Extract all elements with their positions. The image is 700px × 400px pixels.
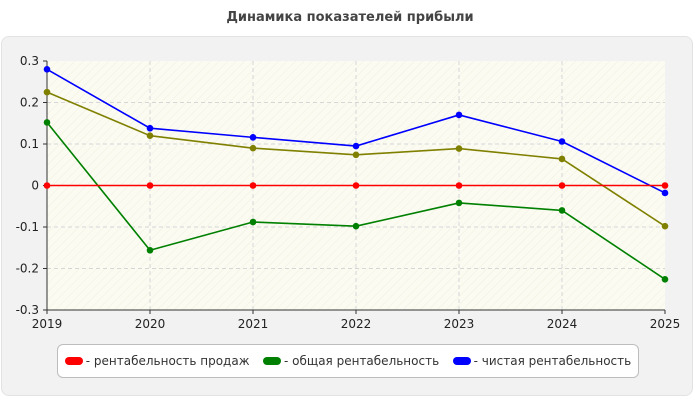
legend-item-net: - чистая рентабельность xyxy=(452,354,632,368)
legend-swatch-green xyxy=(263,357,282,365)
data-point xyxy=(352,142,360,150)
x-tick-label: 2023 xyxy=(444,317,475,331)
data-point xyxy=(249,144,257,152)
data-point xyxy=(455,199,463,207)
data-point xyxy=(352,222,360,230)
x-tick-label: 2020 xyxy=(135,317,166,331)
legend-label: - рентабельность продаж xyxy=(85,354,250,368)
data-point xyxy=(43,182,51,189)
y-tick-label: -0.2 xyxy=(16,262,39,276)
x-tick-label: 2022 xyxy=(341,317,372,331)
data-point xyxy=(661,189,669,197)
data-point xyxy=(455,145,463,152)
y-tick-label: 0.2 xyxy=(20,96,39,110)
legend-swatch-red xyxy=(64,357,83,365)
legend: - рентабельность продаж - общая рентабел… xyxy=(57,344,639,378)
data-point xyxy=(661,182,669,189)
data-point xyxy=(558,182,566,189)
legend-label: - общая рентабельность xyxy=(284,354,440,368)
data-point xyxy=(146,182,154,189)
x-tick-label: 2021 xyxy=(238,317,269,331)
x-tick-label: 2025 xyxy=(650,317,681,331)
x-tick-label: 2024 xyxy=(547,317,578,331)
y-tick-label: 0 xyxy=(31,179,39,193)
data-point xyxy=(558,207,566,214)
legend-item-total: - общая рентабельность xyxy=(263,354,439,368)
data-point xyxy=(455,182,463,189)
legend-item-sales: - рентабельность продаж xyxy=(64,354,250,368)
data-point xyxy=(146,124,154,132)
data-point xyxy=(558,138,566,145)
y-tick-label: -0.3 xyxy=(16,303,39,317)
data-point xyxy=(352,182,360,189)
data-point xyxy=(43,66,51,73)
data-point xyxy=(146,132,154,139)
data-point xyxy=(352,151,360,159)
data-point xyxy=(249,182,257,189)
data-point xyxy=(43,88,51,96)
data-point xyxy=(249,218,257,226)
data-point xyxy=(455,111,463,119)
data-point xyxy=(661,275,669,283)
data-point xyxy=(661,222,669,230)
chart-title: Динамика показателей прибыли xyxy=(226,10,474,25)
legend-label: - чистая рентабельность xyxy=(473,354,632,368)
data-point xyxy=(249,134,257,141)
legend-swatch-blue xyxy=(452,357,471,365)
data-point xyxy=(43,119,51,126)
x-tick-label: 2019 xyxy=(32,317,63,331)
y-tick-label: 0.1 xyxy=(20,137,39,151)
y-tick-label: -0.1 xyxy=(16,220,39,234)
data-point xyxy=(146,246,154,254)
data-point xyxy=(558,155,566,163)
y-tick-label: 0.3 xyxy=(20,54,39,68)
